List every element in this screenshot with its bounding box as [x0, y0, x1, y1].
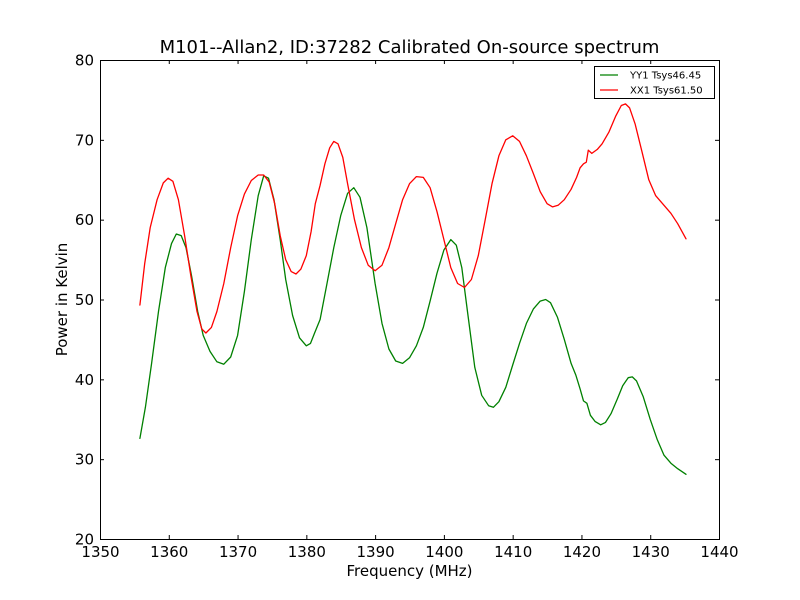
y-tick-label: 50 — [75, 291, 94, 309]
x-axis: 1350 1360 1370 1380 1390 1400 1410 1420 1430 1440 — [81, 60, 739, 561]
y-axis-label: Power in Kelvin — [53, 243, 71, 357]
chart-title: M101--Allan2, ID:37282 Calibrated On-sou… — [160, 37, 660, 58]
y-tick-label: 70 — [75, 131, 94, 149]
plot-area — [100, 60, 719, 539]
y-tick-label: 80 — [75, 52, 94, 70]
series-line-2 — [139, 103, 687, 334]
x-tick-label: 1430 — [632, 543, 670, 561]
legend-label: YY1 Tsys46.45 — [629, 71, 701, 82]
y-tick-label: 60 — [75, 211, 94, 229]
x-tick-label: 1390 — [357, 543, 395, 561]
y-tick-label: 40 — [75, 371, 94, 389]
x-tick-label: 1370 — [219, 543, 257, 561]
legend: YY1 Tsys46.45 XX1 Tsys61.50 — [594, 66, 715, 99]
legend-box — [594, 66, 715, 99]
y-axis: 20 30 40 50 60 70 80 — [75, 52, 719, 549]
y-tick-label: 30 — [75, 451, 94, 469]
y-tick-label: 20 — [75, 531, 94, 549]
x-tick-label: 1410 — [494, 543, 532, 561]
series-line-1 — [139, 175, 687, 475]
x-tick-label: 1350 — [81, 543, 119, 561]
x-tick-label: 1380 — [288, 543, 326, 561]
series-layer — [139, 103, 687, 475]
x-tick-label: 1400 — [425, 543, 463, 561]
x-tick-label: 1360 — [150, 543, 188, 561]
x-tick-label: 1440 — [700, 543, 738, 561]
x-axis-label: Frequency (MHz) — [346, 562, 472, 580]
x-tick-label: 1420 — [563, 543, 601, 561]
legend-label: XX1 Tsys61.50 — [630, 86, 703, 97]
